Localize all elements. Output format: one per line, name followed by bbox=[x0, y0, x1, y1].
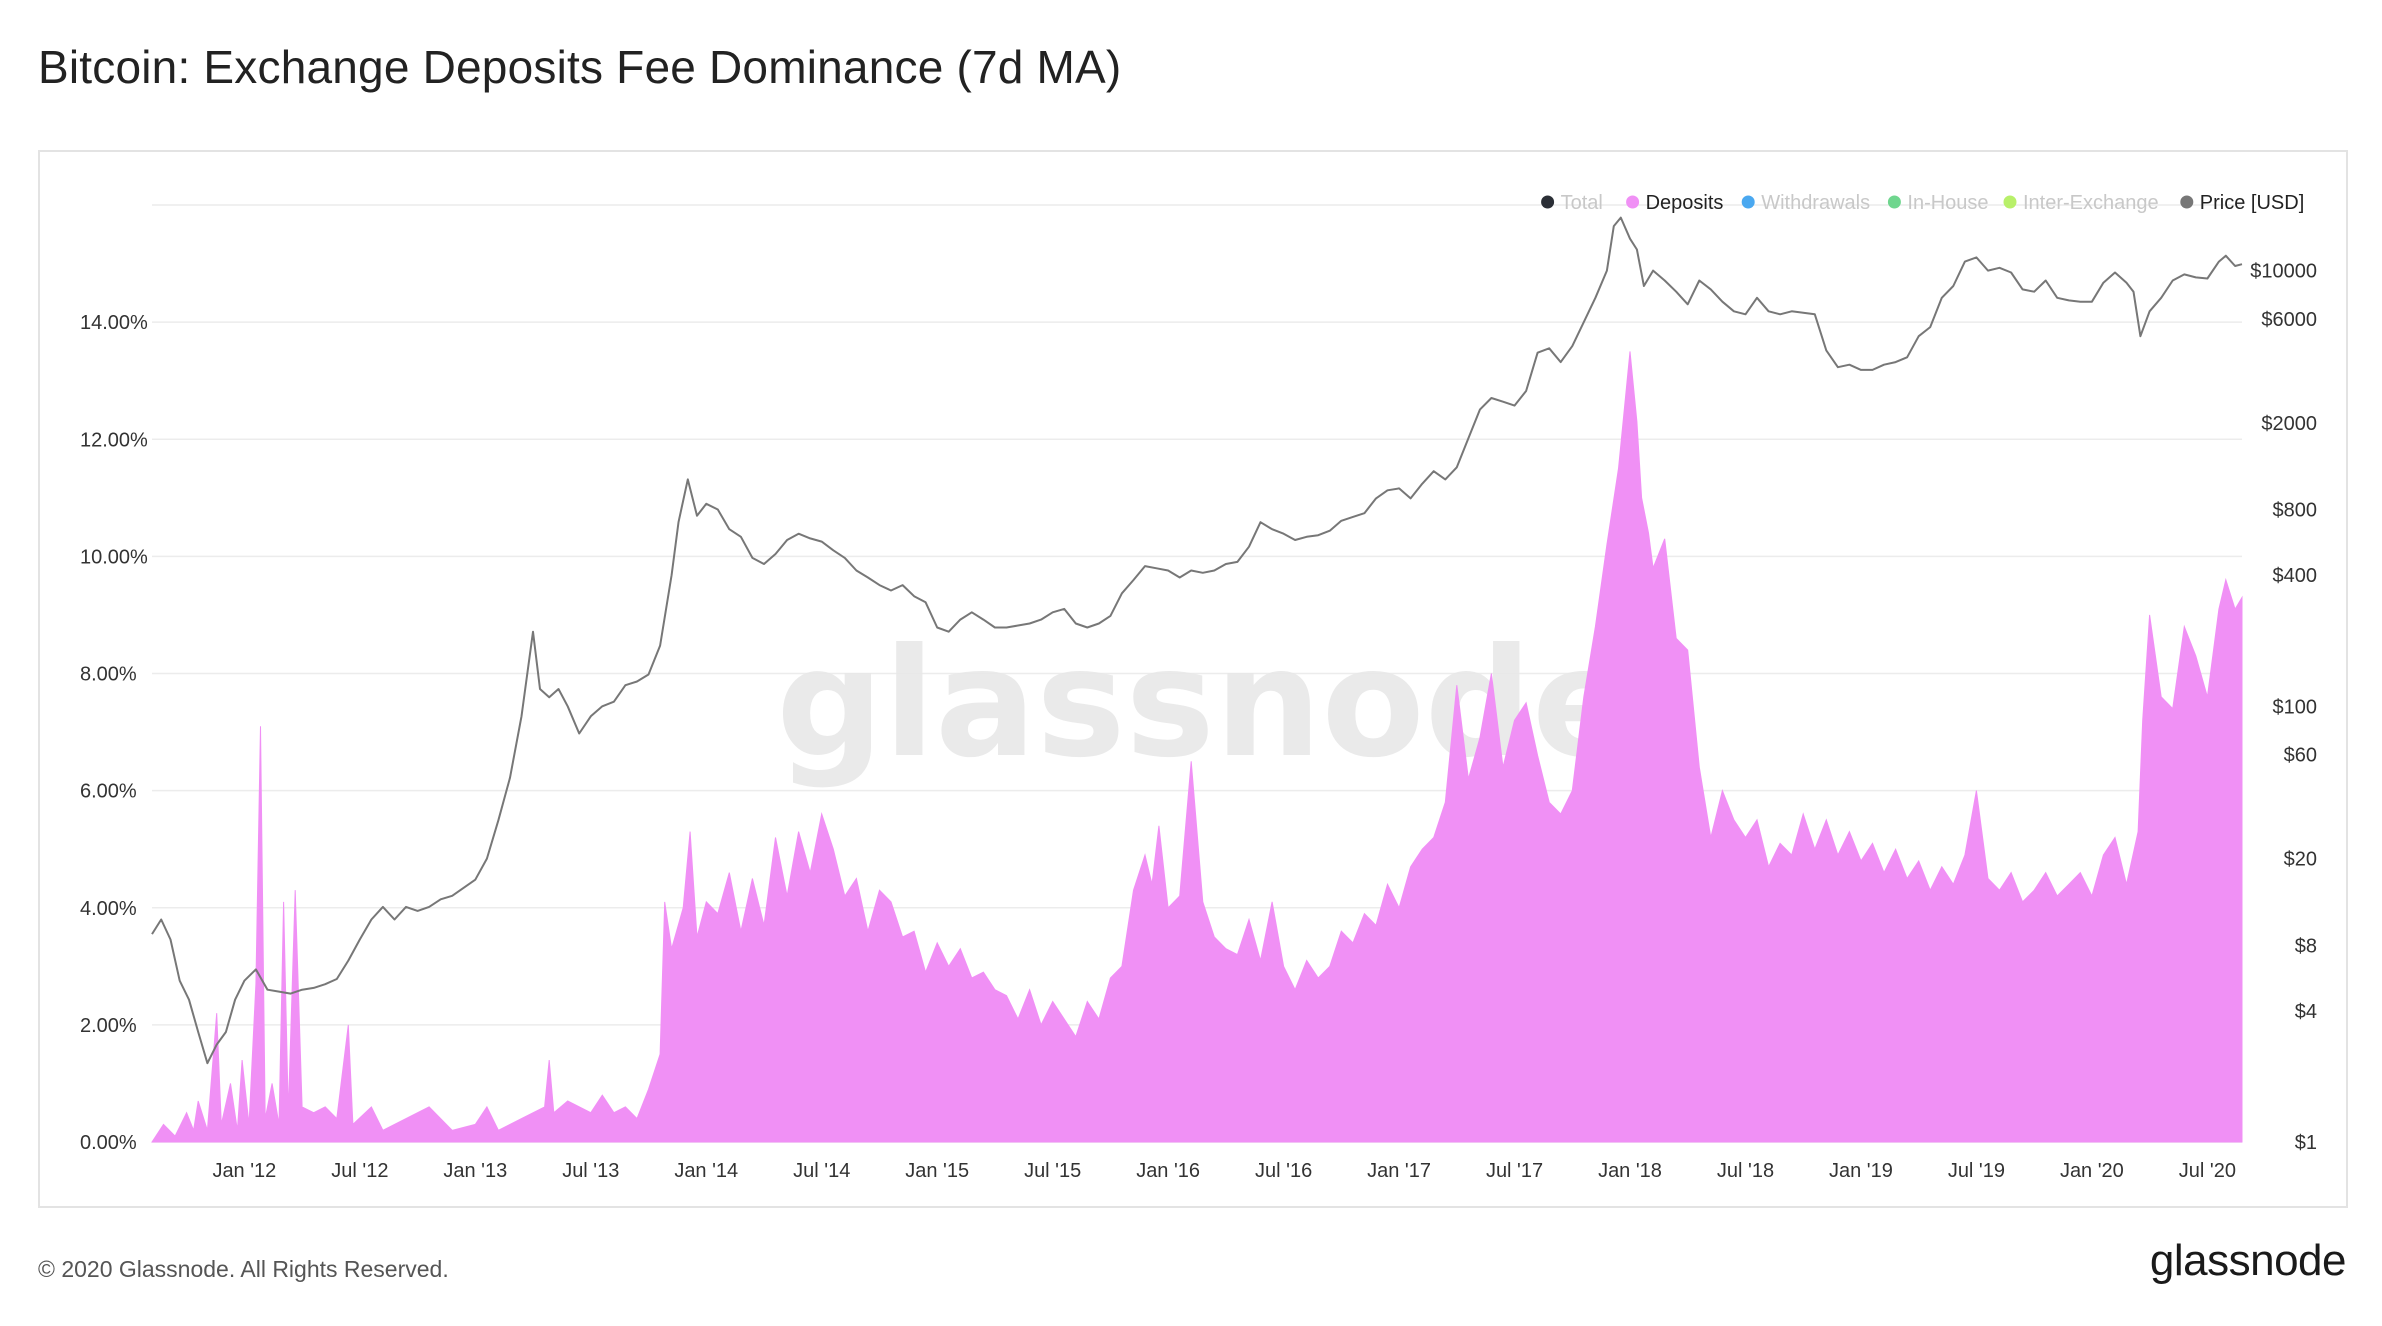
x-tick-label: Jul '16 bbox=[1255, 1160, 1312, 1182]
legend-item-total[interactable]: Total bbox=[1541, 192, 1603, 214]
legend-label: Total bbox=[1561, 192, 1603, 214]
legend-swatch bbox=[1541, 195, 1555, 209]
x-tick-label: Jul '18 bbox=[1717, 1160, 1774, 1182]
x-tick-label: Jul '19 bbox=[1948, 1160, 2005, 1182]
legend-item-withdrawals[interactable]: Withdrawals bbox=[1741, 192, 1870, 214]
chart-title: Bitcoin: Exchange Deposits Fee Dominance… bbox=[38, 41, 1122, 93]
y-right-tick-label: $800 bbox=[2273, 500, 2318, 522]
x-tick-label: Jan '13 bbox=[443, 1160, 507, 1182]
footer-copyright: © 2020 Glassnode. All Rights Reserved. bbox=[38, 1256, 449, 1282]
legend-swatch bbox=[1741, 195, 1755, 209]
y-left-tick-label: 0.00% bbox=[80, 1132, 137, 1154]
x-tick-label: Jan '15 bbox=[905, 1160, 969, 1182]
y-right-tick-label: $100 bbox=[2273, 696, 2318, 718]
deposits-area-path bbox=[151, 351, 2243, 1143]
chart-frame bbox=[38, 150, 2348, 1208]
y-right-tick-label: $8 bbox=[2295, 935, 2317, 957]
y-left-tick-label: 4.00% bbox=[80, 898, 137, 920]
legend-swatch bbox=[1887, 195, 1901, 209]
glassnode-logo: glassnode bbox=[2149, 1236, 2347, 1285]
legend-label: Withdrawals bbox=[1761, 192, 1870, 214]
legend-item-in-house[interactable]: In-House bbox=[1887, 192, 1989, 214]
x-tick-label: Jul '17 bbox=[1486, 1160, 1543, 1182]
y-left-tick-label: 14.00% bbox=[80, 312, 148, 334]
legend-item-inter-exchange[interactable]: Inter-Exchange bbox=[2003, 192, 2159, 214]
price-line bbox=[151, 216, 2243, 1065]
legend-item-deposits[interactable]: Deposits bbox=[1626, 192, 1723, 214]
y-left-tick-label: 6.00% bbox=[80, 781, 137, 803]
legend-label: Price [USD] bbox=[2200, 192, 2304, 214]
legend-label: In-House bbox=[1907, 192, 1988, 214]
y-right-tick-label: $60 bbox=[2284, 745, 2317, 767]
legend-label: Inter-Exchange bbox=[2023, 192, 2159, 214]
deposits-area bbox=[151, 351, 2243, 1143]
legend-item-price-usd[interactable]: Price [USD] bbox=[2180, 192, 2304, 214]
price-line-path bbox=[151, 216, 2243, 1065]
y-axis-right: $1 $4 $8 $20 $60 $100 $400 $800 $2000 $6000 $10000 bbox=[2250, 261, 2317, 1154]
legend-label: Deposits bbox=[1646, 192, 1724, 214]
x-tick-label: Jan '14 bbox=[674, 1160, 738, 1182]
x-tick-label: Jan '20 bbox=[2060, 1160, 2124, 1182]
x-tick-label: Jan '18 bbox=[1598, 1160, 1662, 1182]
x-tick-label: Jul '13 bbox=[562, 1160, 619, 1182]
y-right-tick-label: $400 bbox=[2273, 565, 2318, 587]
x-tick-label: Jul '20 bbox=[2179, 1160, 2236, 1182]
x-axis: Jan '12 Jul '12 Jan '13 Jul '13 Jan '14 Jul '… bbox=[212, 1160, 2236, 1182]
y-left-tick-label: 10.00% bbox=[80, 546, 148, 568]
y-right-tick-label: $10000 bbox=[2250, 261, 2317, 283]
y-right-tick-label: $6000 bbox=[2261, 309, 2317, 331]
x-tick-label: Jan '19 bbox=[1829, 1160, 1893, 1182]
y-left-tick-label: 12.00% bbox=[80, 429, 148, 451]
y-right-tick-label: $4 bbox=[2295, 1001, 2317, 1023]
x-tick-label: Jul '14 bbox=[793, 1160, 850, 1182]
legend: Total Deposits Withdrawals In-House Inter-Ex… bbox=[1541, 192, 2304, 214]
y-axis-left: 0.00% 2.00% 4.00% 6.00% 8.00% 10.00% 12.00% 14.… bbox=[80, 312, 148, 1154]
y-right-tick-label: $2000 bbox=[2261, 413, 2317, 435]
x-tick-label: Jul '15 bbox=[1024, 1160, 1081, 1182]
legend-swatch bbox=[2180, 195, 2194, 209]
y-left-tick-label: 8.00% bbox=[80, 664, 137, 686]
y-right-tick-label: $20 bbox=[2284, 849, 2317, 871]
legend-swatch bbox=[1626, 195, 1640, 209]
x-tick-label: Jul '12 bbox=[331, 1160, 388, 1182]
y-left-tick-label: 2.00% bbox=[80, 1015, 137, 1037]
legend-swatch bbox=[2003, 195, 2017, 209]
x-tick-label: Jan '12 bbox=[212, 1160, 276, 1182]
y-right-tick-label: $1 bbox=[2295, 1132, 2317, 1154]
x-tick-label: Jan '16 bbox=[1136, 1160, 1200, 1182]
x-tick-label: Jan '17 bbox=[1367, 1160, 1431, 1182]
